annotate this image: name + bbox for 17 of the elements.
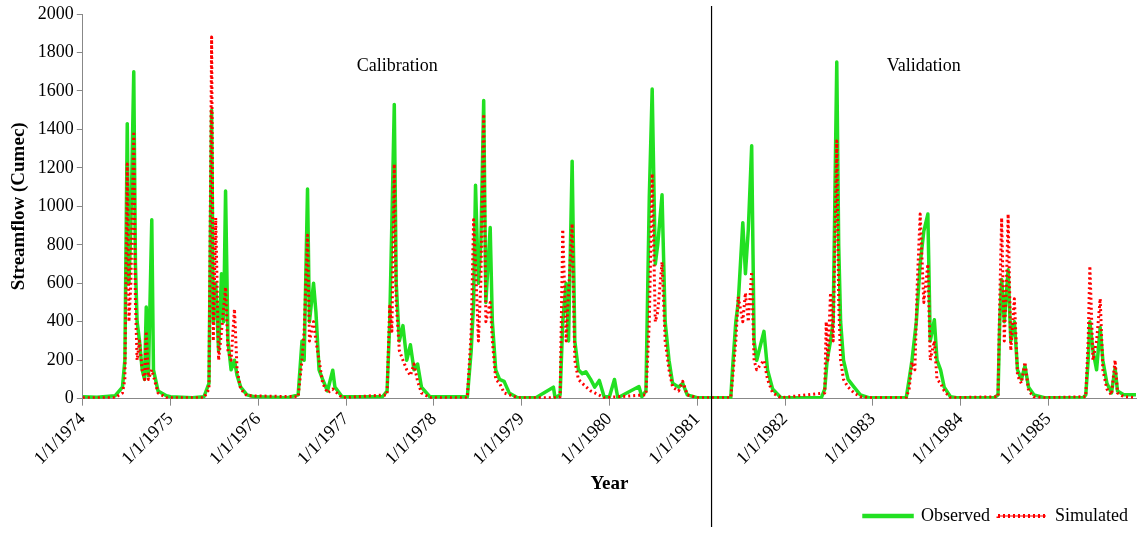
y-tick-label: 1400 <box>37 118 74 139</box>
y-tick-label: 0 <box>64 387 74 408</box>
y-tick-label: 400 <box>46 310 74 331</box>
legend-label: Simulated <box>1055 504 1129 525</box>
y-tick-label: 1000 <box>37 195 74 216</box>
annotation: Calibration <box>356 54 438 75</box>
legend-label: Observed <box>921 504 991 525</box>
annotation: Validation <box>886 54 961 75</box>
y-tick-label: 1200 <box>37 156 74 177</box>
y-tick-label: 2000 <box>37 2 74 23</box>
x-axis-title: Year <box>590 471 629 493</box>
y-tick-label: 200 <box>46 348 74 369</box>
y-tick-label: 1800 <box>37 41 74 62</box>
y-tick-label: 600 <box>46 272 74 292</box>
y-axis-title: Streamflow (Cumec) <box>7 122 30 291</box>
y-tick-label: 1600 <box>37 79 74 100</box>
y-tick-label: 800 <box>46 233 74 254</box>
